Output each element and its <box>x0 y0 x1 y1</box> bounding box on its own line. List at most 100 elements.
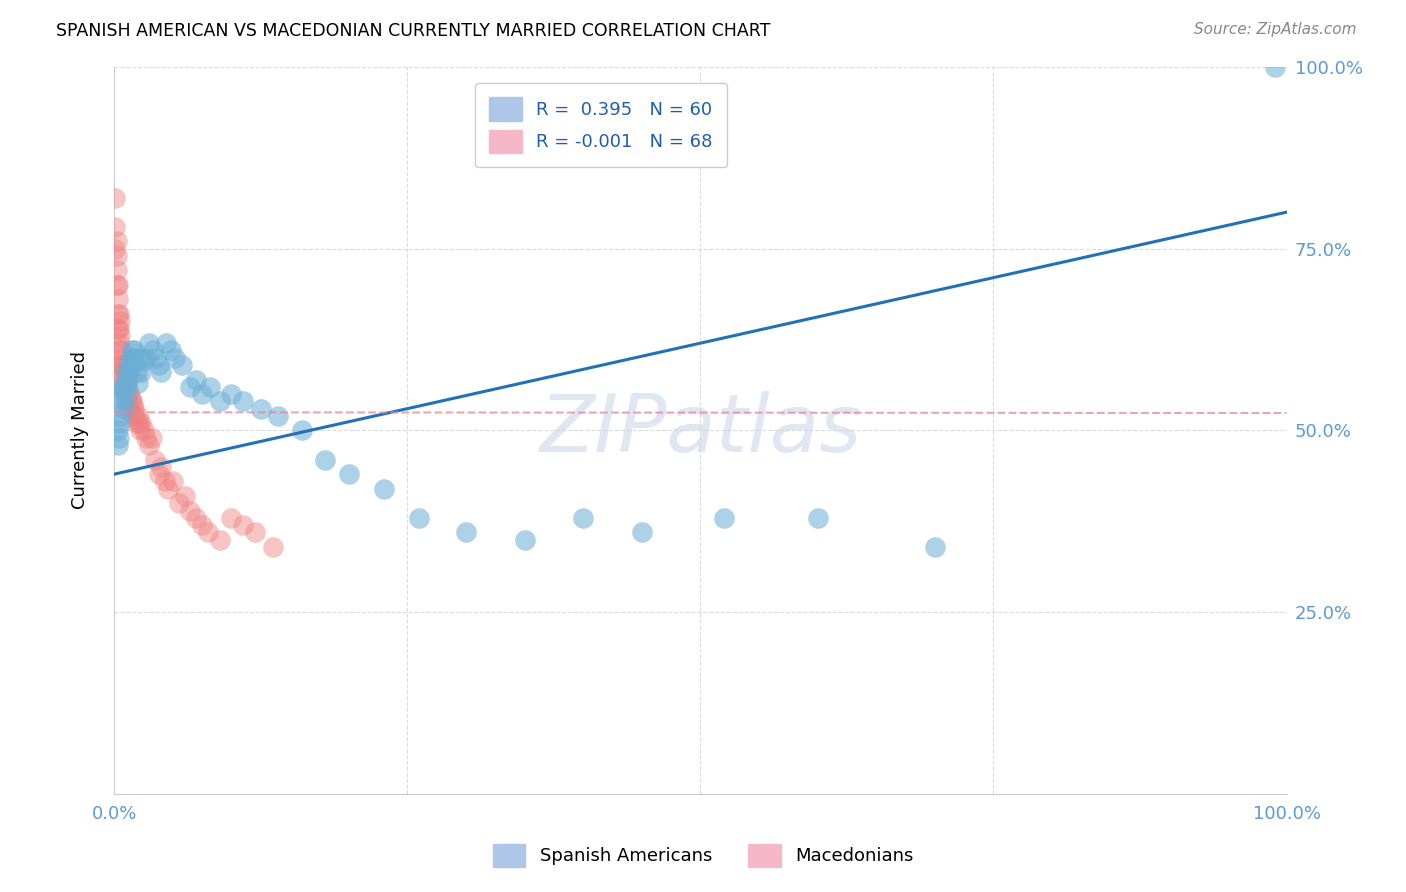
Point <box>112 372 135 386</box>
Point <box>107 424 129 438</box>
Text: Source: ZipAtlas.com: Source: ZipAtlas.com <box>1194 22 1357 37</box>
Point <box>110 380 132 394</box>
Point <box>513 533 536 547</box>
Point <box>221 387 243 401</box>
Point <box>145 351 167 365</box>
Point <box>408 511 430 525</box>
Point <box>122 343 145 358</box>
Point <box>127 376 149 391</box>
Point <box>107 293 129 307</box>
Point <box>110 391 132 405</box>
Point <box>120 351 142 365</box>
Point <box>129 365 152 379</box>
Point <box>108 416 131 430</box>
Point <box>249 401 271 416</box>
Point <box>117 372 139 386</box>
Point <box>150 459 173 474</box>
Point <box>132 424 155 438</box>
Point <box>118 365 141 379</box>
Point <box>105 277 128 292</box>
Point <box>110 343 132 358</box>
Point <box>108 321 131 335</box>
Point <box>107 321 129 335</box>
Point <box>200 380 222 394</box>
Point <box>148 467 170 482</box>
Point <box>138 438 160 452</box>
Point <box>105 263 128 277</box>
Point <box>112 358 135 372</box>
Point <box>111 365 134 379</box>
Point <box>124 354 146 368</box>
Point <box>108 343 131 358</box>
Point <box>110 372 132 386</box>
Point <box>117 398 139 412</box>
Point <box>179 503 201 517</box>
Point <box>125 365 148 379</box>
Point <box>114 380 136 394</box>
Point <box>243 525 266 540</box>
Point <box>314 452 336 467</box>
Point <box>572 511 595 525</box>
Point <box>108 358 131 372</box>
Point <box>121 358 143 372</box>
Point <box>104 219 127 234</box>
Point <box>165 351 187 365</box>
Point <box>232 394 254 409</box>
Point <box>107 438 129 452</box>
Text: ZIPatlas: ZIPatlas <box>540 392 862 469</box>
Point <box>115 365 138 379</box>
Point <box>208 394 231 409</box>
Point <box>172 358 194 372</box>
Point <box>110 358 132 372</box>
Text: SPANISH AMERICAN VS MACEDONIAN CURRENTLY MARRIED CORRELATION CHART: SPANISH AMERICAN VS MACEDONIAN CURRENTLY… <box>56 22 770 40</box>
Point <box>135 351 157 365</box>
Point <box>291 424 314 438</box>
Point <box>114 380 136 394</box>
Point <box>122 351 145 365</box>
Point <box>208 533 231 547</box>
Point <box>153 475 176 489</box>
Point <box>122 398 145 412</box>
Point <box>120 391 142 405</box>
Point <box>111 351 134 365</box>
Point <box>107 307 129 321</box>
Point <box>630 525 652 540</box>
Point <box>454 525 477 540</box>
Point <box>125 416 148 430</box>
Point <box>807 511 830 525</box>
Point <box>115 376 138 391</box>
Point <box>337 467 360 482</box>
Point <box>108 409 131 423</box>
Point <box>105 234 128 248</box>
Point <box>129 424 152 438</box>
Point <box>129 351 152 365</box>
Point <box>115 387 138 401</box>
Point <box>1264 60 1286 74</box>
Point <box>121 343 143 358</box>
Point <box>115 380 138 394</box>
Point <box>111 394 134 409</box>
Point <box>104 191 127 205</box>
Point <box>179 380 201 394</box>
Point <box>108 314 131 328</box>
Point <box>124 409 146 423</box>
Point <box>105 249 128 263</box>
Point <box>162 475 184 489</box>
Point <box>118 401 141 416</box>
Point <box>104 242 127 256</box>
Point <box>924 540 946 554</box>
Point <box>135 431 157 445</box>
Point <box>115 372 138 386</box>
Point <box>132 354 155 368</box>
Point <box>117 384 139 398</box>
Point <box>107 277 129 292</box>
Point <box>121 394 143 409</box>
Point <box>232 518 254 533</box>
Point <box>112 401 135 416</box>
Point <box>221 511 243 525</box>
Point <box>191 387 214 401</box>
Point <box>108 329 131 343</box>
Point <box>111 380 134 394</box>
Point <box>197 525 219 540</box>
Point <box>173 489 195 503</box>
